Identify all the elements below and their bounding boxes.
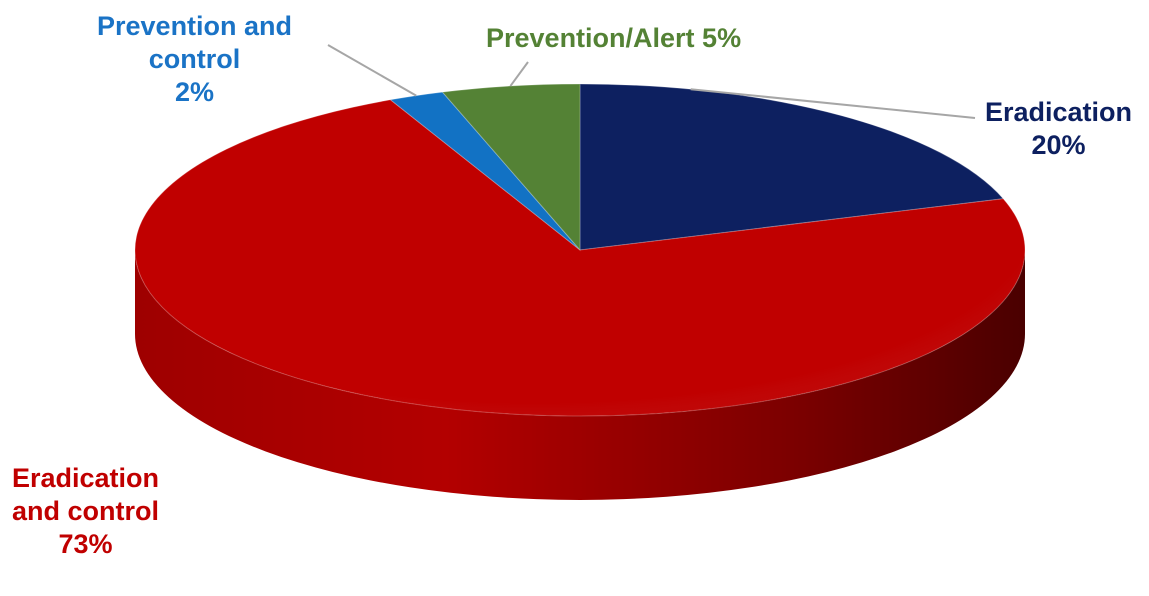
slice-label-prevention-and-control-name-1: Prevention and <box>97 11 293 41</box>
slice-label-prevention-and-control: Prevention and control 2% <box>97 10 292 109</box>
slice-label-prevention-and-control-value: 2% <box>175 77 215 107</box>
pie-top-face <box>134 83 1026 417</box>
slice-label-eradication-and-control-name-1: Eradication <box>12 463 160 493</box>
leader-line-prevention-alert <box>509 61 529 87</box>
slice-label-eradication-value: 20% <box>1031 130 1086 160</box>
leader-lines <box>327 44 976 119</box>
pie-side-eradication-and-control <box>135 250 1025 500</box>
slice-label-eradication-name: Eradication <box>985 97 1133 127</box>
pie-top-shading <box>135 84 1025 416</box>
slice-label-prevention-alert: Prevention/Alert 5% <box>486 22 741 55</box>
slice-label-eradication-and-control: Eradication and control 73% <box>12 462 159 561</box>
pie-side-wall <box>135 250 1025 500</box>
slice-label-eradication-and-control-name-2: and control <box>12 496 160 526</box>
slice-label-prevention-and-control-name-2: control <box>148 44 241 74</box>
slice-label-prevention-alert-text: Prevention/Alert 5% <box>486 23 742 53</box>
slice-label-eradication-and-control-value: 73% <box>58 529 113 559</box>
leader-line-prevention-and-control <box>327 44 417 97</box>
leader-line-eradication <box>690 88 976 119</box>
slice-label-eradication: Eradication 20% <box>985 96 1132 162</box>
